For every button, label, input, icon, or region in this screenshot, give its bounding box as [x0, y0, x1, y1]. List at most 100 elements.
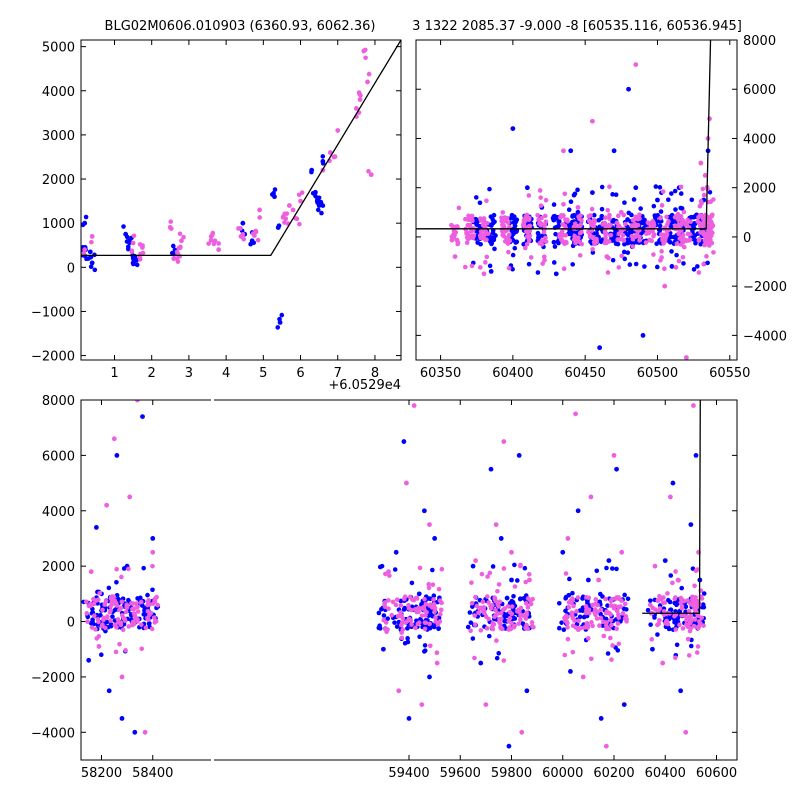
data-point	[469, 263, 475, 269]
data-point	[637, 212, 642, 217]
y-tick-label: 4000	[743, 132, 776, 147]
data-point	[629, 233, 635, 239]
data-point	[478, 628, 484, 633]
data-point	[701, 623, 706, 628]
data-point	[498, 610, 504, 616]
data-point	[609, 657, 614, 662]
data-point	[621, 249, 627, 255]
x-tick-label: 58200	[81, 766, 122, 781]
data-point	[701, 591, 707, 596]
data-point	[538, 203, 544, 208]
data-point	[417, 634, 422, 640]
data-point	[488, 466, 494, 472]
data-point	[141, 612, 147, 617]
data-point	[394, 597, 400, 602]
data-point	[104, 502, 110, 508]
data-point	[170, 243, 176, 249]
data-point	[674, 252, 679, 258]
data-point	[464, 231, 469, 237]
data-point	[470, 563, 476, 569]
x-tick-label: 8	[371, 366, 379, 381]
data-point	[111, 436, 117, 442]
data-point	[255, 237, 261, 243]
y-tick-label: 6000	[743, 83, 776, 98]
data-point	[565, 536, 571, 541]
data-point	[523, 579, 529, 585]
data-point	[297, 221, 302, 227]
data-point	[421, 649, 427, 654]
data-point	[615, 621, 621, 626]
data-point	[512, 623, 517, 629]
data-point	[622, 241, 627, 247]
data-point	[513, 219, 519, 225]
data-point	[516, 452, 522, 458]
data-point	[707, 189, 713, 195]
data-point	[129, 601, 134, 606]
data-point	[419, 613, 425, 618]
data-point	[496, 604, 502, 609]
data-point	[238, 226, 243, 231]
data-point	[512, 223, 518, 229]
data-point	[404, 480, 409, 486]
y-tick-label: 0	[67, 616, 75, 631]
data-point	[656, 621, 662, 626]
x-tick-label: 5	[259, 366, 267, 381]
x-tick-label: 60500	[637, 366, 678, 381]
data-point	[674, 241, 680, 246]
data-point	[691, 623, 697, 629]
data-point	[651, 232, 657, 237]
data-point	[130, 260, 136, 266]
data-point	[413, 625, 418, 631]
data-point	[563, 596, 568, 601]
data-point	[698, 230, 703, 235]
data-point	[698, 241, 704, 247]
data-point	[568, 199, 574, 205]
data-point	[678, 688, 684, 694]
data-point	[407, 594, 413, 600]
data-point	[670, 580, 675, 586]
data-point	[449, 234, 455, 240]
data-point	[498, 626, 504, 631]
data-point	[578, 213, 583, 218]
data-point	[536, 232, 541, 238]
data-point	[590, 623, 595, 629]
data-point	[475, 240, 480, 245]
data-point	[629, 229, 635, 235]
data-point	[617, 225, 622, 231]
data-point	[509, 577, 514, 583]
data-point	[525, 605, 531, 610]
data-point	[553, 271, 559, 277]
data-point	[570, 649, 576, 655]
x-tick-label: 4	[222, 366, 230, 381]
data-point	[699, 615, 705, 621]
data-point	[212, 238, 218, 244]
data-point	[401, 439, 407, 444]
data-point	[150, 587, 155, 593]
data-point	[484, 626, 490, 631]
data-point	[584, 620, 590, 626]
data-point	[575, 627, 581, 633]
data-point	[645, 607, 651, 613]
data-point	[674, 642, 680, 648]
data-point	[633, 62, 639, 68]
data-point	[684, 238, 689, 244]
data-point	[116, 620, 121, 625]
data-point	[135, 596, 140, 601]
y-tick-label: −2000	[31, 671, 75, 686]
data-point	[392, 620, 397, 625]
x-tick-label: 7	[334, 366, 342, 381]
data-point	[535, 270, 541, 275]
data-point	[331, 154, 337, 160]
panel3-ticks: 58200 58400 59400 59600 59800 60000 60200 60400…	[31, 394, 737, 781]
data-point	[704, 254, 709, 259]
data-point	[569, 613, 575, 618]
data-point	[284, 211, 290, 216]
data-point	[584, 607, 589, 613]
data-point	[130, 622, 135, 628]
data-point	[431, 593, 437, 599]
data-point	[93, 627, 98, 632]
panel2-plot-area	[416, 40, 716, 360]
data-point	[681, 244, 687, 250]
data-point	[485, 574, 490, 579]
data-point	[127, 494, 133, 500]
